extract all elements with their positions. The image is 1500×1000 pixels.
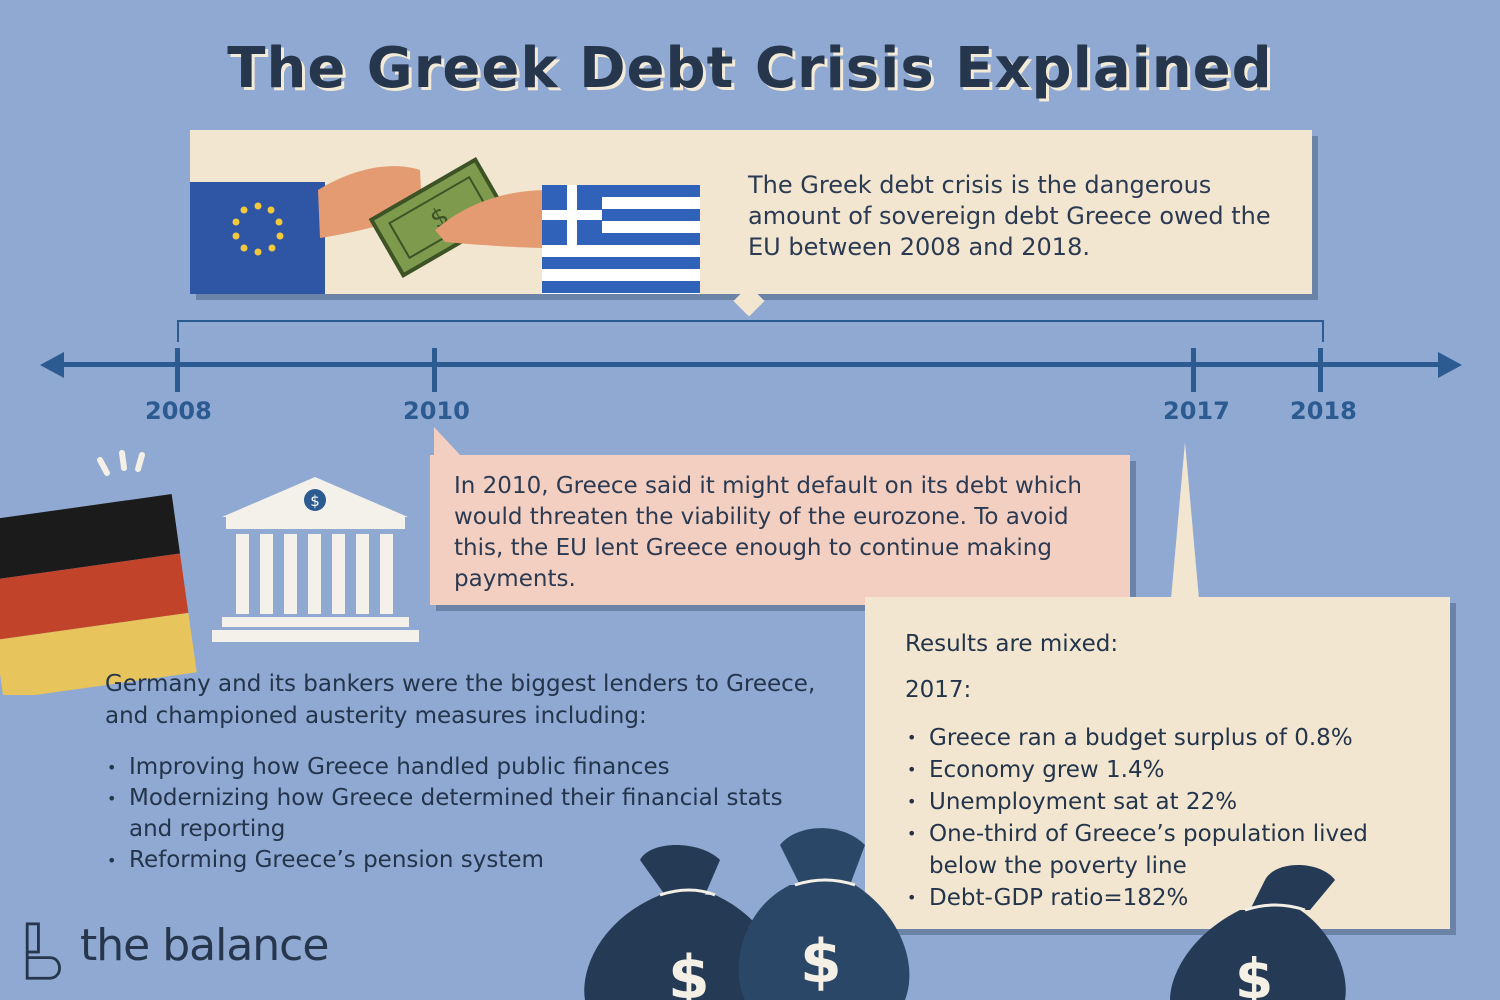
- bank-building-icon: $: [212, 477, 419, 642]
- list-item: Economy grew 1.4%: [905, 754, 1435, 786]
- list-item: Greece ran a budget surplus of 0.8%: [905, 722, 1435, 754]
- germany-lenders-text: Germany and its bankers were the biggest…: [105, 671, 816, 729]
- timeline-tick: [1191, 348, 1196, 392]
- timeline-year: 2010: [403, 397, 470, 425]
- svg-text:$: $: [310, 492, 320, 510]
- list-item: Reforming Greece’s pension system: [105, 845, 805, 876]
- timeline-bracket-2008-2018: [177, 320, 1324, 342]
- event-2010-text: In 2010, Greece said it might default on…: [454, 473, 1082, 592]
- list-item: Unemployment sat at 22%: [905, 786, 1435, 818]
- timeline-tick: [175, 348, 180, 392]
- list-item: One-third of Greece’s population lived b…: [905, 818, 1435, 882]
- money-bag-icon: $: [738, 828, 910, 1000]
- the-balance-logo-icon: [25, 922, 61, 980]
- timeline-tick: [1318, 348, 1323, 392]
- results-pointer: [1171, 442, 1199, 599]
- timeline-tick: [432, 348, 437, 392]
- timeline-arrow-left-icon: [40, 352, 64, 378]
- eu-stars-icon: [232, 202, 284, 256]
- results-heading: Results are mixed:: [905, 631, 1119, 657]
- list-item: Modernizing how Greece determined their …: [105, 783, 805, 845]
- svg-text:$: $: [1235, 947, 1273, 1000]
- greece-flag-icon: [542, 185, 700, 294]
- money-exchange-illustration: $: [190, 157, 700, 294]
- money-bag-icon: $: [1170, 865, 1346, 1000]
- svg-text:$: $: [668, 943, 710, 1000]
- timeline-year: 2008: [145, 397, 212, 425]
- intro-text: The Greek debt crisis is the dangerous a…: [748, 171, 1271, 261]
- list-item: Debt-GDP ratio=182%: [905, 882, 1435, 914]
- timeline-year: 2017: [1163, 397, 1230, 425]
- timeline-year: 2018: [1290, 397, 1357, 425]
- money-bag-icon: $: [584, 845, 782, 1000]
- results-box: Results are mixed: 2017: Greece ran a bu…: [865, 442, 1450, 929]
- list-item: Improving how Greece handled public fina…: [105, 752, 805, 783]
- results-year: 2017:: [905, 677, 972, 703]
- event-2010-box: In 2010, Greece said it might default on…: [430, 427, 1130, 605]
- intro-box-pointer: [733, 285, 765, 317]
- germany-flag-icon: [0, 450, 197, 695]
- svg-text:$: $: [800, 927, 842, 997]
- brand-name: the balance: [80, 920, 329, 971]
- intro-box: $ The Greek debt crisis is the dangerous…: [190, 130, 1312, 317]
- results-list: Greece ran a budget surplus of 0.8% Econ…: [905, 722, 1435, 914]
- timeline-axis: [55, 362, 1450, 367]
- austerity-measures-list: Improving how Greece handled public fina…: [105, 752, 805, 876]
- money-bags-illustration: $ $ $: [584, 828, 1346, 1000]
- timeline-arrow-right-icon: [1438, 352, 1462, 378]
- event-2010-pointer: [434, 427, 462, 457]
- page-title: The Greek Debt Crisis Explained: [227, 36, 1273, 101]
